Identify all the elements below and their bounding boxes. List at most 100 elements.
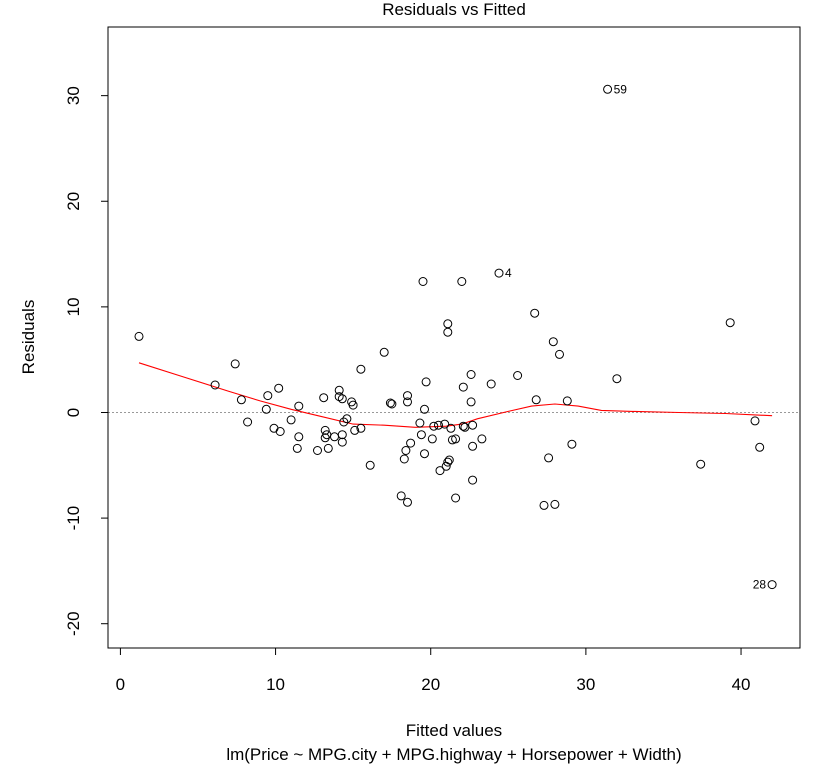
data-point [458,421,468,431]
data-point [531,395,541,405]
data-point [243,417,253,427]
data-point [403,497,412,507]
data-point [468,420,478,430]
data-point [420,449,429,459]
data-point [261,404,271,414]
data-point [396,491,406,501]
data-point [337,394,347,404]
data-point [334,385,344,395]
data-point [292,443,302,453]
data-point [323,443,333,453]
data-point [530,308,540,318]
point-label: 4 [505,266,512,280]
data-point [330,432,339,442]
y-tick-label: 0 [64,408,83,417]
data-point [401,446,411,455]
x-tick-label: 10 [266,675,285,694]
data-point [356,364,366,374]
data-point [435,466,445,476]
plot-frame [107,26,801,649]
data-point [427,434,437,444]
x-axis-label: Fitted values [406,721,502,740]
x-tick-label: 40 [732,675,751,694]
data-point [444,455,454,465]
point-label: 59 [614,82,628,96]
data-point [457,277,467,286]
data-point [269,423,279,433]
data-point [513,371,523,380]
data-point [555,349,564,359]
data-point [210,380,220,390]
data-point [494,268,504,278]
data-point [399,454,409,464]
data-point [339,417,349,427]
data-point [767,580,777,590]
chart-subtitle: lm(Price ~ MPG.city + MPG.highway + Hors… [226,745,681,764]
y-tick-label: 20 [64,192,83,211]
y-tick-label: 30 [64,86,83,105]
data-point [603,84,613,94]
data-point [337,430,347,440]
data-point [443,319,453,329]
data-point [550,499,560,509]
data-point [403,391,412,401]
data-point [477,434,487,444]
data-point [403,397,412,407]
data-point [544,453,554,463]
data-point [539,500,549,510]
data-point [134,331,144,341]
data-point [468,475,478,485]
data-point [429,421,439,431]
data-point [416,430,426,440]
x-tick-label: 30 [576,675,595,694]
data-point [230,359,240,369]
data-point [443,327,453,337]
data-point [356,423,366,433]
y-axis-label: Residuals [19,300,38,375]
data-point [612,374,622,384]
data-point [451,493,461,503]
data-point [415,418,425,428]
data-point [696,459,706,469]
data-point [486,379,496,389]
data-point [348,400,358,410]
data-point [451,434,461,444]
y-tick-label: 10 [64,297,83,316]
data-point [275,427,285,436]
data-point [319,393,329,403]
data-point [334,392,344,402]
data-point [406,438,416,448]
data-point [440,419,450,429]
data-point [466,397,476,407]
data-point [313,446,322,455]
data-point [562,396,572,406]
data-point [320,425,330,435]
data-point [320,433,330,443]
data-point [468,441,478,451]
data-point [294,432,304,442]
y-tick-label: -10 [64,506,83,531]
data-point [458,382,468,392]
data-point [337,437,347,447]
y-tick-label: -20 [64,611,83,636]
data-point [567,439,577,449]
x-tick-label: 20 [421,675,440,694]
data-point [294,401,304,411]
data-point [379,347,389,357]
data-point [418,277,428,286]
data-point [263,391,273,401]
data-point [342,414,352,424]
data-point [236,395,246,405]
data-point [725,318,735,328]
data-point [286,415,296,425]
data-point [420,404,429,414]
data-point [434,420,443,430]
chart-title: Residuals vs Fitted [382,0,526,19]
data-point [274,383,284,393]
data-point [365,460,375,470]
data-point [421,377,431,387]
data-point [385,398,395,408]
data-point [466,370,476,379]
data-point [443,457,453,467]
